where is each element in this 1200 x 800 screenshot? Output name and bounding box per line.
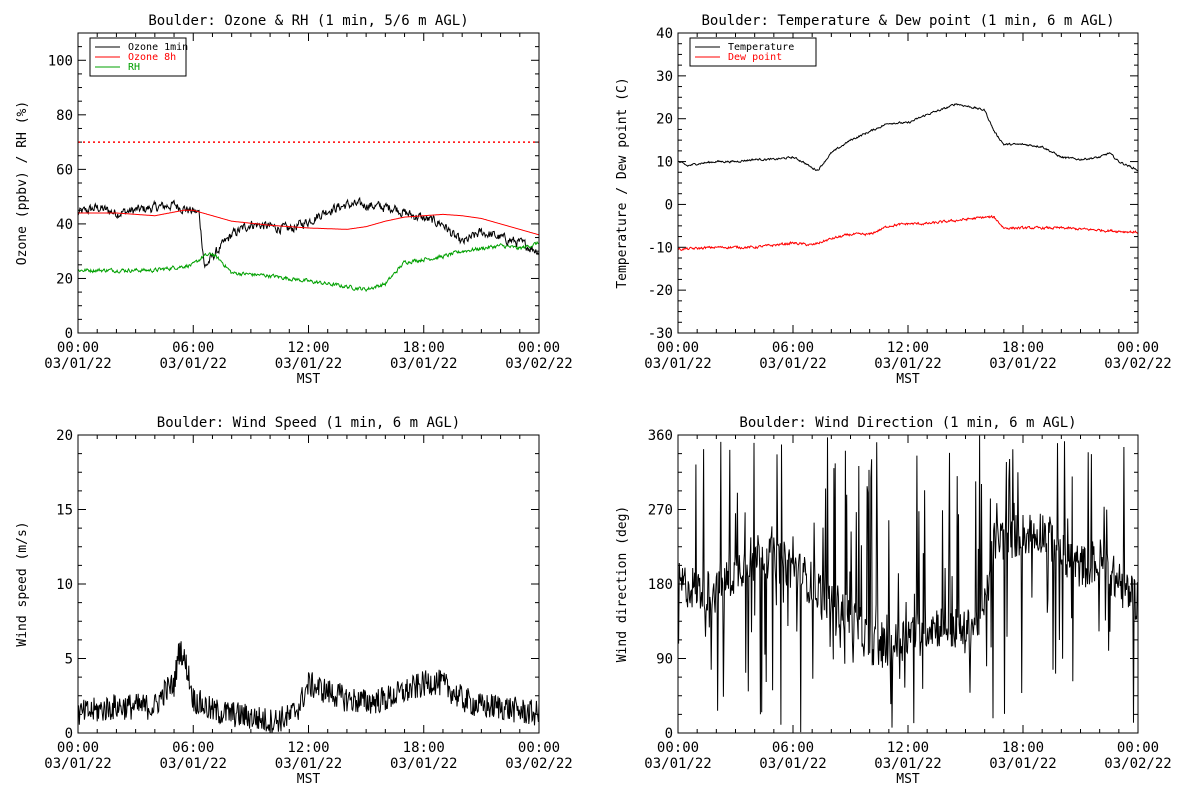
plot-frame (677, 434, 1139, 734)
y-tick-label: 80 (56, 108, 73, 124)
x-tick-label-time: 06:00 (172, 340, 214, 356)
y-tick-label: 180 (648, 577, 673, 593)
chart-temperature: Boulder: Temperature & Dew point (1 min,… (615, 13, 1172, 387)
x-tick-label-time: 06:00 (772, 740, 814, 756)
x-tick-label-time: 00:00 (1117, 340, 1159, 356)
series-line-windspeed (78, 641, 539, 733)
legend-entry: Dew point (728, 52, 782, 63)
legend-entry: Ozone 8h (128, 52, 176, 63)
x-tick-label-date: 03/01/22 (390, 756, 457, 772)
y-tick-label: 15 (56, 503, 73, 519)
x-tick-label-time: 00:00 (657, 740, 699, 756)
legend-entry: RH (128, 62, 140, 73)
legend-entry: Ozone 1min (128, 42, 188, 53)
y-tick-label: 0 (65, 326, 73, 342)
chart-title: Boulder: Wind Speed (1 min, 6 m AGL) (157, 415, 460, 431)
series-line-dew-point (678, 214, 1138, 252)
series-line-ozone-1min (78, 196, 539, 269)
plot-frame (77, 434, 540, 734)
y-tick-label: 60 (56, 162, 73, 178)
x-tick-label-time: 00:00 (518, 340, 560, 356)
y-tick-label: 40 (656, 26, 673, 42)
plot-frame (677, 32, 1139, 334)
x-tick-label-time: 06:00 (172, 740, 214, 756)
series-line-rh (78, 240, 539, 293)
y-tick-label: 20 (56, 271, 73, 287)
x-tick-label-date: 03/02/22 (1104, 356, 1171, 372)
y-tick-label: -10 (648, 240, 673, 256)
x-axis-label: MST (297, 372, 321, 387)
x-tick-label-date: 03/01/22 (275, 356, 342, 372)
y-tick-label: 5 (65, 652, 73, 668)
x-tick-label-date: 03/01/22 (275, 756, 342, 772)
x-tick-label-date: 03/01/22 (44, 756, 111, 772)
x-tick-label-date: 03/01/22 (874, 756, 941, 772)
x-tick-label-time: 00:00 (57, 740, 99, 756)
y-tick-label: 10 (56, 577, 73, 593)
y-tick-label: 40 (56, 217, 73, 233)
x-tick-label-date: 03/02/22 (505, 356, 572, 372)
x-tick-label-time: 18:00 (403, 740, 445, 756)
x-tick-label-date: 03/01/22 (160, 756, 227, 772)
y-tick-label: -20 (648, 283, 673, 299)
y-tick-label: 270 (648, 503, 673, 519)
x-tick-label-time: 00:00 (657, 340, 699, 356)
legend-box (689, 37, 817, 67)
x-tick-label-time: 12:00 (887, 740, 929, 756)
x-tick-label-time: 00:00 (57, 340, 99, 356)
x-tick-label-time: 18:00 (1002, 740, 1044, 756)
x-tick-label-time: 12:00 (887, 340, 929, 356)
x-axis-label: MST (297, 772, 321, 787)
x-tick-label-date: 03/01/22 (160, 356, 227, 372)
y-axis-label: Wind direction (deg) (615, 506, 630, 663)
y-tick-label: 90 (656, 652, 673, 668)
y-tick-label: 30 (656, 69, 673, 85)
y-tick-label: 20 (656, 112, 673, 128)
x-tick-label-time: 00:00 (518, 740, 560, 756)
x-tick-label-time: 12:00 (287, 740, 329, 756)
series-line-winddir (678, 435, 1138, 733)
chart-winddir: Boulder: Wind Direction (1 min, 6 m AGL)… (615, 415, 1172, 787)
legend-entry: Temperature (728, 42, 794, 53)
x-tick-label-date: 03/01/22 (874, 356, 941, 372)
x-tick-label-date: 03/01/22 (759, 356, 826, 372)
chart-title: Boulder: Wind Direction (1 min, 6 m AGL) (739, 415, 1076, 431)
y-tick-label: 0 (665, 197, 673, 213)
x-tick-label-time: 06:00 (772, 340, 814, 356)
y-tick-label: 100 (48, 53, 73, 69)
x-axis-label: MST (896, 372, 920, 387)
x-tick-label-date: 03/01/22 (44, 356, 111, 372)
plot-frame (77, 32, 540, 334)
y-tick-label: -30 (648, 326, 673, 342)
series-line-ozone-8h (78, 209, 539, 236)
chart-title: Boulder: Temperature & Dew point (1 min,… (701, 13, 1114, 29)
x-tick-label-date: 03/02/22 (505, 756, 572, 772)
chart-ozone: Boulder: Ozone & RH (1 min, 5/6 m AGL) 0 2… (15, 13, 573, 387)
x-tick-label-time: 12:00 (287, 340, 329, 356)
x-tick-label-date: 03/01/22 (989, 356, 1056, 372)
y-axis-label: Wind speed (m/s) (15, 521, 30, 646)
chart-title: Boulder: Ozone & RH (1 min, 5/6 m AGL) (148, 13, 468, 29)
y-tick-label: 20 (56, 428, 73, 444)
x-tick-label-date: 03/02/22 (1104, 756, 1171, 772)
x-tick-label-date: 03/01/22 (989, 756, 1056, 772)
x-tick-label-time: 18:00 (1002, 340, 1044, 356)
y-tick-label: 0 (65, 726, 73, 742)
series-line-temperature (678, 103, 1138, 172)
y-axis-label: Ozone (ppbv) / RH (%) (15, 101, 30, 265)
x-axis-label: MST (896, 772, 920, 787)
x-tick-label-date: 03/01/22 (390, 356, 457, 372)
chart-windspeed: Boulder: Wind Speed (1 min, 6 m AGL) 0 5 10… (15, 415, 573, 787)
x-tick-label-date: 03/01/22 (644, 356, 711, 372)
x-tick-label-date: 03/01/22 (644, 756, 711, 772)
y-tick-label: 10 (656, 155, 673, 171)
x-tick-label-date: 03/01/22 (759, 756, 826, 772)
x-tick-label-time: 18:00 (403, 340, 445, 356)
y-tick-label: 0 (665, 726, 673, 742)
x-tick-label-time: 00:00 (1117, 740, 1159, 756)
y-axis-label: Temperature / Dew point (C) (615, 77, 630, 288)
y-tick-label: 360 (648, 428, 673, 444)
